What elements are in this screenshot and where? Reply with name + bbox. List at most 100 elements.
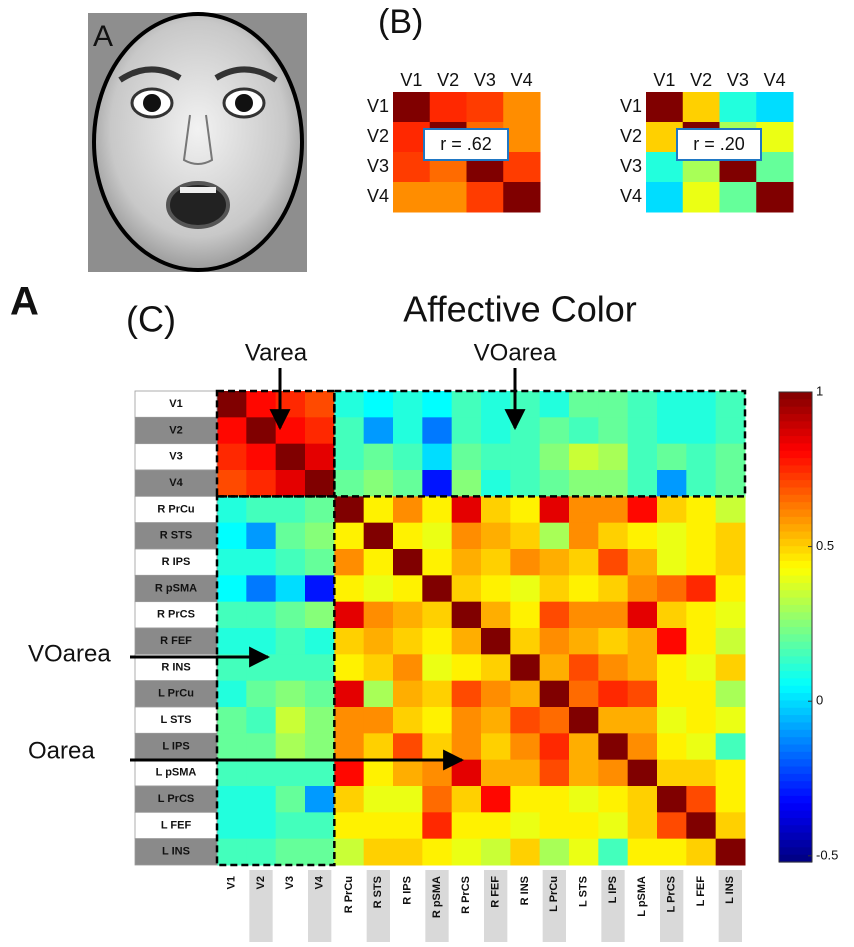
colorbar-step [779, 619, 812, 628]
face-photo [88, 12, 307, 272]
heatmap-cell [481, 786, 511, 813]
heatmap-cell [481, 443, 511, 471]
heatmap-cell [657, 628, 687, 655]
heatmap-cell [451, 443, 482, 471]
y-tick-label: V1 [367, 96, 389, 116]
heatmap-cell [217, 628, 247, 655]
colorbar-step [779, 472, 812, 481]
annotation: Oarea [28, 737, 95, 764]
heatmap-cell [682, 92, 720, 123]
heatmap-cell [627, 838, 658, 866]
heatmap-cell [451, 522, 482, 550]
heatmap-cell [569, 470, 599, 497]
heatmap-cell [393, 470, 423, 497]
colorbar-step [779, 678, 812, 687]
heatmap-cell [305, 549, 335, 576]
heatmap-cell [510, 654, 541, 682]
heatmap-cell [275, 470, 306, 497]
heatmap-cell [334, 628, 365, 655]
heatmap-cell [598, 680, 629, 708]
heatmap-cell [627, 654, 658, 682]
y-tick-label: L PrCu [158, 688, 194, 700]
row-label-box [134, 785, 218, 813]
heatmap-cell [363, 733, 394, 761]
heatmap-cell [422, 654, 453, 682]
colorbar-step [779, 524, 812, 533]
heatmap-cell [246, 417, 277, 445]
y-tick-label: V1 [169, 398, 182, 410]
colorbar-step [779, 516, 812, 525]
heatmap-cell [451, 391, 482, 418]
heatmap-cell [451, 470, 482, 497]
colorbar-step [779, 817, 812, 826]
heatmap-cell [217, 812, 247, 840]
heatmap-cell [275, 549, 306, 576]
heatmap-cell [686, 759, 717, 787]
annotation-box [676, 128, 762, 161]
x-tick-label: R INS [519, 876, 531, 905]
heatmap-cell [657, 733, 687, 761]
heatmap-cell [393, 417, 423, 445]
heatmap-cell [246, 628, 277, 655]
heatmap-cell [598, 496, 629, 524]
heatmap-cell [393, 601, 423, 629]
heatmap-cell [422, 549, 453, 576]
heatmap-cell [451, 680, 482, 708]
heatmap-cell [569, 654, 599, 682]
y-tick-label: L INS [162, 846, 190, 858]
heatmap-cell [569, 522, 599, 550]
heatmap-cell [334, 759, 365, 787]
heatmap-cell [363, 443, 394, 471]
colorbar-step [779, 627, 812, 635]
heatmap-cell [305, 733, 335, 761]
heatmap-cell [305, 707, 335, 734]
row-label-box [134, 416, 218, 445]
x-tick-label: V3 [284, 876, 296, 889]
heatmap-cell [363, 786, 394, 813]
heatmap-cell [305, 417, 335, 445]
heatmap-cell [393, 575, 423, 603]
heatmap-cell [657, 601, 687, 629]
colorbar-step [779, 421, 812, 430]
heatmap-cell [363, 391, 394, 418]
colorbar-step [779, 509, 812, 518]
row-label-box [134, 627, 218, 655]
heatmap-cell [657, 680, 687, 708]
heatmap-cell [363, 522, 394, 550]
heatmap-cell [715, 601, 746, 629]
colorbar-step [779, 751, 812, 760]
heatmap-cell [334, 391, 365, 418]
heatmap-cell [756, 182, 794, 213]
colorbar-step [779, 649, 812, 657]
colorbar-tick-label: 0.5 [816, 538, 834, 553]
heatmap-cell [686, 838, 717, 866]
heatmap-cell [657, 443, 687, 471]
heatmap-cell [429, 182, 467, 213]
heatmap-cell [275, 628, 306, 655]
heatmap-cell [715, 680, 746, 708]
heatmap-cell [217, 733, 247, 761]
heatmap-cell [627, 549, 658, 576]
heatmap-cell [305, 759, 335, 787]
heatmap-cell [539, 391, 570, 418]
heatmap-cell [715, 733, 746, 761]
col-label-box [484, 870, 508, 942]
heatmap-cell [305, 654, 335, 682]
heatmap-cell [334, 838, 365, 866]
heatmap-cell [275, 759, 306, 787]
heatmap-cell [686, 654, 717, 682]
x-tick-label: V3 [727, 70, 749, 90]
heatmap-cell [217, 391, 247, 418]
col-label-box [308, 870, 332, 942]
row-label-box [134, 548, 218, 576]
heatmap-cell [569, 549, 599, 576]
heatmap-cell [569, 786, 599, 813]
heatmap-cell [539, 470, 570, 497]
heatmap-cell [503, 182, 541, 213]
heatmap-cell [598, 575, 629, 603]
heatmap-cell [510, 838, 541, 866]
main-label: A [10, 280, 39, 324]
y-tick-label: V3 [367, 156, 389, 176]
heatmap-cell [422, 707, 453, 734]
colorbar-step [779, 612, 812, 621]
